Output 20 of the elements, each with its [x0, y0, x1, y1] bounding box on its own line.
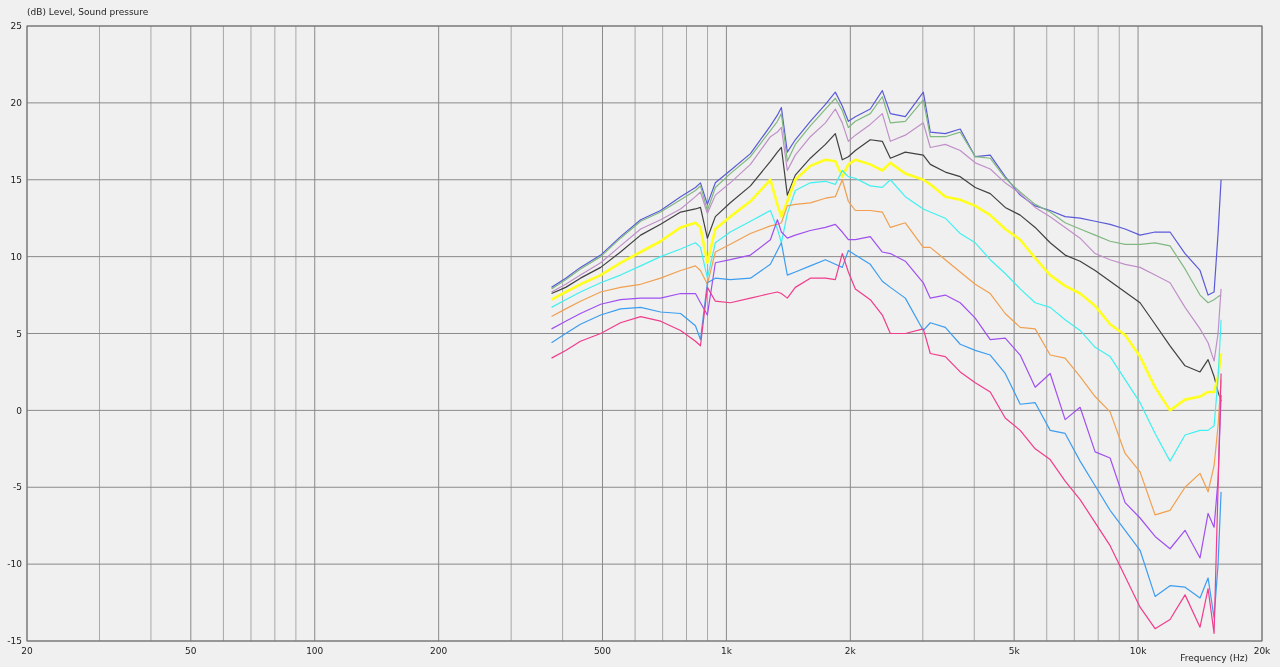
y-tick-label: 20 — [10, 98, 23, 109]
x-tick-label: 2k — [844, 646, 857, 656]
x-tick-label: 1k — [720, 646, 733, 656]
y-tick-label: 15 — [10, 174, 22, 185]
x-tick-label: 10k — [1129, 646, 1148, 656]
y-tick-label: 25 — [10, 21, 22, 32]
x-axis-title: Frequency (Hz) — [1180, 653, 1248, 663]
x-tick-label: 5k — [1008, 646, 1021, 656]
y-tick-label: -10 — [7, 559, 23, 570]
y-tick-label: 0 — [16, 405, 23, 416]
x-tick-label: 20k — [1253, 646, 1272, 656]
y-tick-label: -5 — [13, 482, 22, 493]
x-tick-label: 200 — [430, 646, 448, 656]
y-tick-label: 5 — [16, 328, 22, 339]
y-tick-label: -15 — [7, 636, 22, 647]
y-axis-title: (dB) Level, Sound pressure — [27, 7, 149, 17]
y-tick-label: 10 — [10, 251, 23, 262]
x-tick-label: 50 — [185, 646, 197, 656]
x-tick-label: 500 — [593, 646, 612, 656]
x-tick-label: 100 — [306, 646, 324, 656]
